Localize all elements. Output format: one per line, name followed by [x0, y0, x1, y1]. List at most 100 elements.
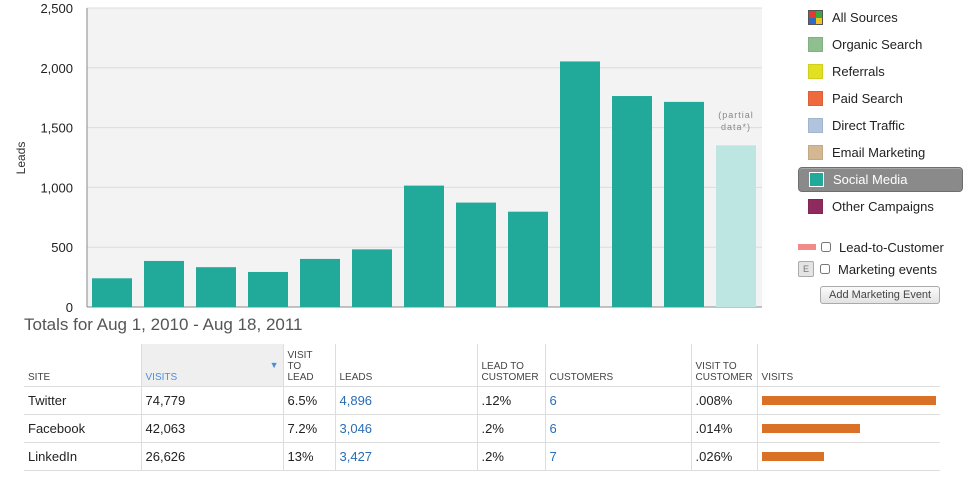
visits-bar-cell [756, 385, 940, 414]
column-header-visit-to-customer[interactable]: VISIT TO CUSTOMER [690, 344, 758, 386]
lead-to-customer-label: Lead-to-Customer [839, 239, 944, 255]
color-swatch-icon [808, 10, 823, 25]
visit-to-lead-cell: 7.2% [282, 413, 335, 442]
customers-cell[interactable]: 7 [544, 441, 691, 471]
y-tick-label: 500 [51, 240, 73, 255]
legend-label: Social Media [833, 172, 908, 187]
visits-cell: 26,626 [140, 441, 283, 471]
visit-to-lead-cell: 13% [282, 441, 335, 471]
visits-bar [761, 423, 860, 433]
column-header-leads[interactable]: LEADS [334, 344, 477, 386]
color-swatch-icon [808, 91, 823, 106]
customers-cell[interactable]: 6 [544, 413, 691, 442]
column-header-lead-to-customer[interactable]: LEAD TO CUSTOMER [476, 344, 545, 386]
bar[interactable] [612, 96, 652, 307]
column-header-visits[interactable]: VISITS ▼ [140, 344, 283, 386]
marketing-events-checkbox[interactable] [820, 264, 830, 274]
source-legend: All Sources Organic Search Referrals Paid S… [798, 5, 963, 221]
legend-label: Other Campaigns [832, 199, 934, 214]
visit-to-customer-cell: .008% [690, 385, 758, 414]
site-cell: Twitter [24, 385, 141, 414]
bar[interactable] [248, 271, 288, 307]
sort-descending-icon: ▼ [269, 360, 279, 370]
color-swatch-icon [808, 145, 823, 160]
lead-to-customer-cell: .2% [476, 441, 545, 471]
legend-item-paid-search[interactable]: Paid Search [798, 86, 963, 111]
lead-to-customer-checkbox[interactable] [821, 242, 831, 252]
legend-label: All Sources [832, 10, 898, 25]
visits-bar-cell [756, 413, 940, 442]
legend-item-all-sources[interactable]: All Sources [798, 5, 963, 30]
marketing-events-label: Marketing events [838, 261, 937, 277]
visit-to-customer-cell: .026% [690, 441, 758, 471]
legend-item-other-campaigns[interactable]: Other Campaigns [798, 194, 963, 219]
site-cell: Facebook [24, 413, 141, 442]
visit-to-customer-cell: .014% [690, 413, 758, 442]
add-marketing-event-button[interactable]: Add Marketing Event [820, 286, 941, 304]
bar[interactable] [664, 101, 704, 307]
legend-label: Referrals [832, 64, 885, 79]
customers-cell[interactable]: 6 [544, 385, 691, 414]
bar[interactable] [560, 61, 600, 308]
legend-item-direct-traffic[interactable]: Direct Traffic [798, 113, 963, 138]
y-tick-label: 2,000 [40, 61, 73, 76]
lead-to-customer-toggle[interactable]: Lead-to-Customer [798, 236, 963, 258]
table-row[interactable]: Facebook 42,063 7.2% 3,046.2% 6.014% [24, 413, 940, 442]
totals-title: Totals for Aug 1, 2010 - Aug 18, 2011 [24, 315, 303, 334]
table-header-row: SITE VISITS ▼ VISIT TO LEAD LEADS LEAD T… [24, 344, 940, 386]
marketing-events-toggle[interactable]: E Marketing events [798, 258, 963, 280]
leads-cell[interactable]: 3,046 [334, 413, 477, 442]
legend-label: Direct Traffic [832, 118, 905, 133]
bar[interactable] [92, 278, 132, 307]
legend-item-social-media[interactable]: Social Media [798, 167, 963, 192]
legend-item-referrals[interactable]: Referrals [798, 59, 963, 84]
color-swatch-icon [808, 118, 823, 133]
lead-to-customer-cell: .2% [476, 413, 545, 442]
bar[interactable] [352, 249, 392, 307]
partial-data-label: (partial [718, 110, 754, 120]
bar[interactable] [196, 267, 236, 307]
bar-partial[interactable] [716, 145, 756, 307]
site-cell: LinkedIn [24, 441, 141, 471]
legend-label: Paid Search [832, 91, 903, 106]
table-row[interactable]: Twitter 74,779 6.5% 4,896.12% 6.008% [24, 385, 940, 414]
visits-cell: 74,779 [140, 385, 283, 414]
column-header-site[interactable]: SITE [28, 371, 51, 383]
totals-table: SITE VISITS ▼ VISIT TO LEAD LEADS LEAD T… [24, 344, 940, 471]
bar[interactable] [300, 258, 340, 307]
legend-item-organic-search[interactable]: Organic Search [798, 32, 963, 57]
marketing-event-icon: E [798, 261, 814, 277]
visits-bar [761, 451, 824, 461]
chart-options: Lead-to-Customer E Marketing events Add … [798, 236, 963, 304]
y-axis-label: Leads [14, 142, 28, 175]
column-header-customers[interactable]: CUSTOMERS [544, 344, 691, 386]
y-tick-label: 0 [66, 300, 73, 315]
y-tick-label: 1,500 [40, 121, 73, 136]
bar[interactable] [144, 260, 184, 307]
lead-to-customer-line-icon [798, 244, 816, 250]
leads-cell[interactable]: 3,427 [334, 441, 477, 471]
visits-cell: 42,063 [140, 413, 283, 442]
legend-label: Organic Search [832, 37, 923, 52]
visit-to-lead-cell: 6.5% [282, 385, 335, 414]
visits-bar-cell [756, 441, 940, 471]
y-tick-label: 2,500 [40, 1, 73, 16]
legend-label: Email Marketing [832, 145, 926, 160]
visits-bar [761, 395, 936, 405]
column-header-visits-bar[interactable]: VISITS [756, 344, 940, 386]
partial-data-label-2: data*) [721, 122, 751, 132]
table-row[interactable]: LinkedIn 26,626 13% 3,427.2% 7.026% [24, 441, 940, 471]
lead-to-customer-cell: .12% [476, 385, 545, 414]
color-swatch-icon [808, 37, 823, 52]
leads-cell[interactable]: 4,896 [334, 385, 477, 414]
column-header-visit-to-lead[interactable]: VISIT TO LEAD [282, 344, 335, 386]
color-swatch-icon [808, 199, 823, 214]
color-swatch-icon [808, 64, 823, 79]
y-tick-label: 1,000 [40, 180, 73, 195]
bar[interactable] [508, 211, 548, 307]
bar[interactable] [456, 202, 496, 307]
legend-item-email-marketing[interactable]: Email Marketing [798, 140, 963, 165]
color-swatch-icon [809, 172, 824, 187]
bar[interactable] [404, 185, 444, 307]
